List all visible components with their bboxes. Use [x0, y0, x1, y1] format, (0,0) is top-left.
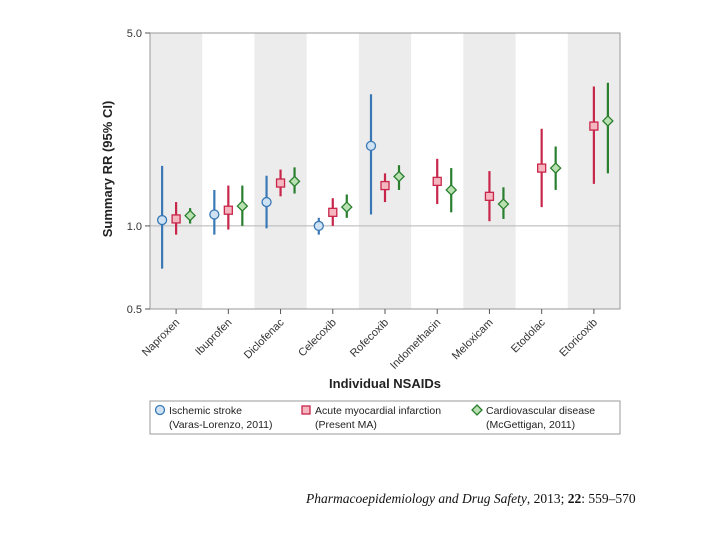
x-tick-label: Etodolac [509, 316, 548, 355]
point-marker [171, 214, 181, 224]
point-marker [432, 176, 442, 187]
legend-source: (Varas-Lorenzo, 2011) [169, 419, 273, 431]
point-marker [497, 198, 510, 210]
point-marker [549, 162, 562, 175]
legend-source: (Present MA) [315, 419, 377, 431]
x-tick-label: Naproxen [140, 317, 182, 359]
band-meloxicam [463, 33, 516, 309]
y-tick-label: 5.0 [127, 28, 142, 40]
citation-pages: : 559–570 [581, 491, 636, 506]
point-marker [288, 175, 301, 188]
legend-marker-diamond [471, 404, 483, 416]
point-marker [340, 201, 353, 214]
citation-volume: 22 [567, 491, 582, 506]
point-marker [184, 209, 197, 222]
point-marker [393, 170, 405, 183]
series-circle [156, 94, 377, 269]
legend-marker-square [301, 405, 311, 415]
legend-marker-circle [154, 404, 166, 416]
legend-label: Acute myocardial infarction [315, 405, 441, 417]
y-tick-label: 1.0 [127, 221, 142, 233]
x-axis: Naproxen Ibuprofen Diclofenac Celecoxib Rofe… [140, 309, 600, 372]
point-marker [601, 115, 614, 127]
citation-journal: Pharmacoepidemiology and Drug Safety [306, 491, 527, 506]
point-marker [589, 121, 599, 131]
point-marker [275, 178, 286, 188]
x-tick-label: Diclofenac [242, 316, 287, 361]
point-marker [445, 184, 458, 196]
x-tick-label: Indomethacin [388, 317, 443, 372]
x-tick-label: Meloxicam [450, 317, 496, 363]
y-axis: 0.5 1.0 5.0 [127, 28, 150, 316]
point-marker [537, 163, 547, 173]
point-marker [313, 220, 324, 232]
x-tick-label: Celecoxib [296, 317, 339, 360]
legend-label: Ischemic stroke [169, 405, 242, 417]
legend: Ischemic stroke (Varas-Lorenzo, 2011) Acut… [149, 400, 621, 435]
citation-year: , 2013; [526, 491, 568, 506]
band-rofecoxib [358, 33, 412, 309]
legend-source: (McGettigan, 2011) [486, 419, 575, 431]
citation: Pharmacoepidemiology and Drug Safety, 20… [306, 491, 636, 507]
legend-box [149, 400, 621, 435]
point-marker [261, 196, 272, 208]
point-marker [223, 205, 233, 215]
y-axis-label: Summary RR (95% CI) [100, 101, 115, 238]
series-square [171, 86, 599, 235]
y-tick-label: 0.5 [127, 304, 142, 316]
series-diamond [184, 82, 614, 226]
point-marker [328, 207, 338, 217]
point-marker [209, 209, 220, 220]
x-axis-label: Individual NSAIDs [329, 376, 441, 391]
data-marks [156, 82, 614, 269]
x-tick-label: Rofecoxib [348, 317, 391, 360]
legend-label: Cardiovascular disease [486, 405, 595, 417]
x-tick-label: Ibuprofen [193, 317, 234, 358]
point-marker [380, 180, 390, 191]
band-naproxen [150, 33, 203, 309]
point-marker [156, 214, 168, 226]
point-marker [484, 191, 495, 201]
point-marker [365, 140, 377, 152]
point-marker [236, 200, 249, 212]
x-tick-label: Etoricoxib [557, 317, 600, 360]
category-bands [150, 33, 620, 309]
